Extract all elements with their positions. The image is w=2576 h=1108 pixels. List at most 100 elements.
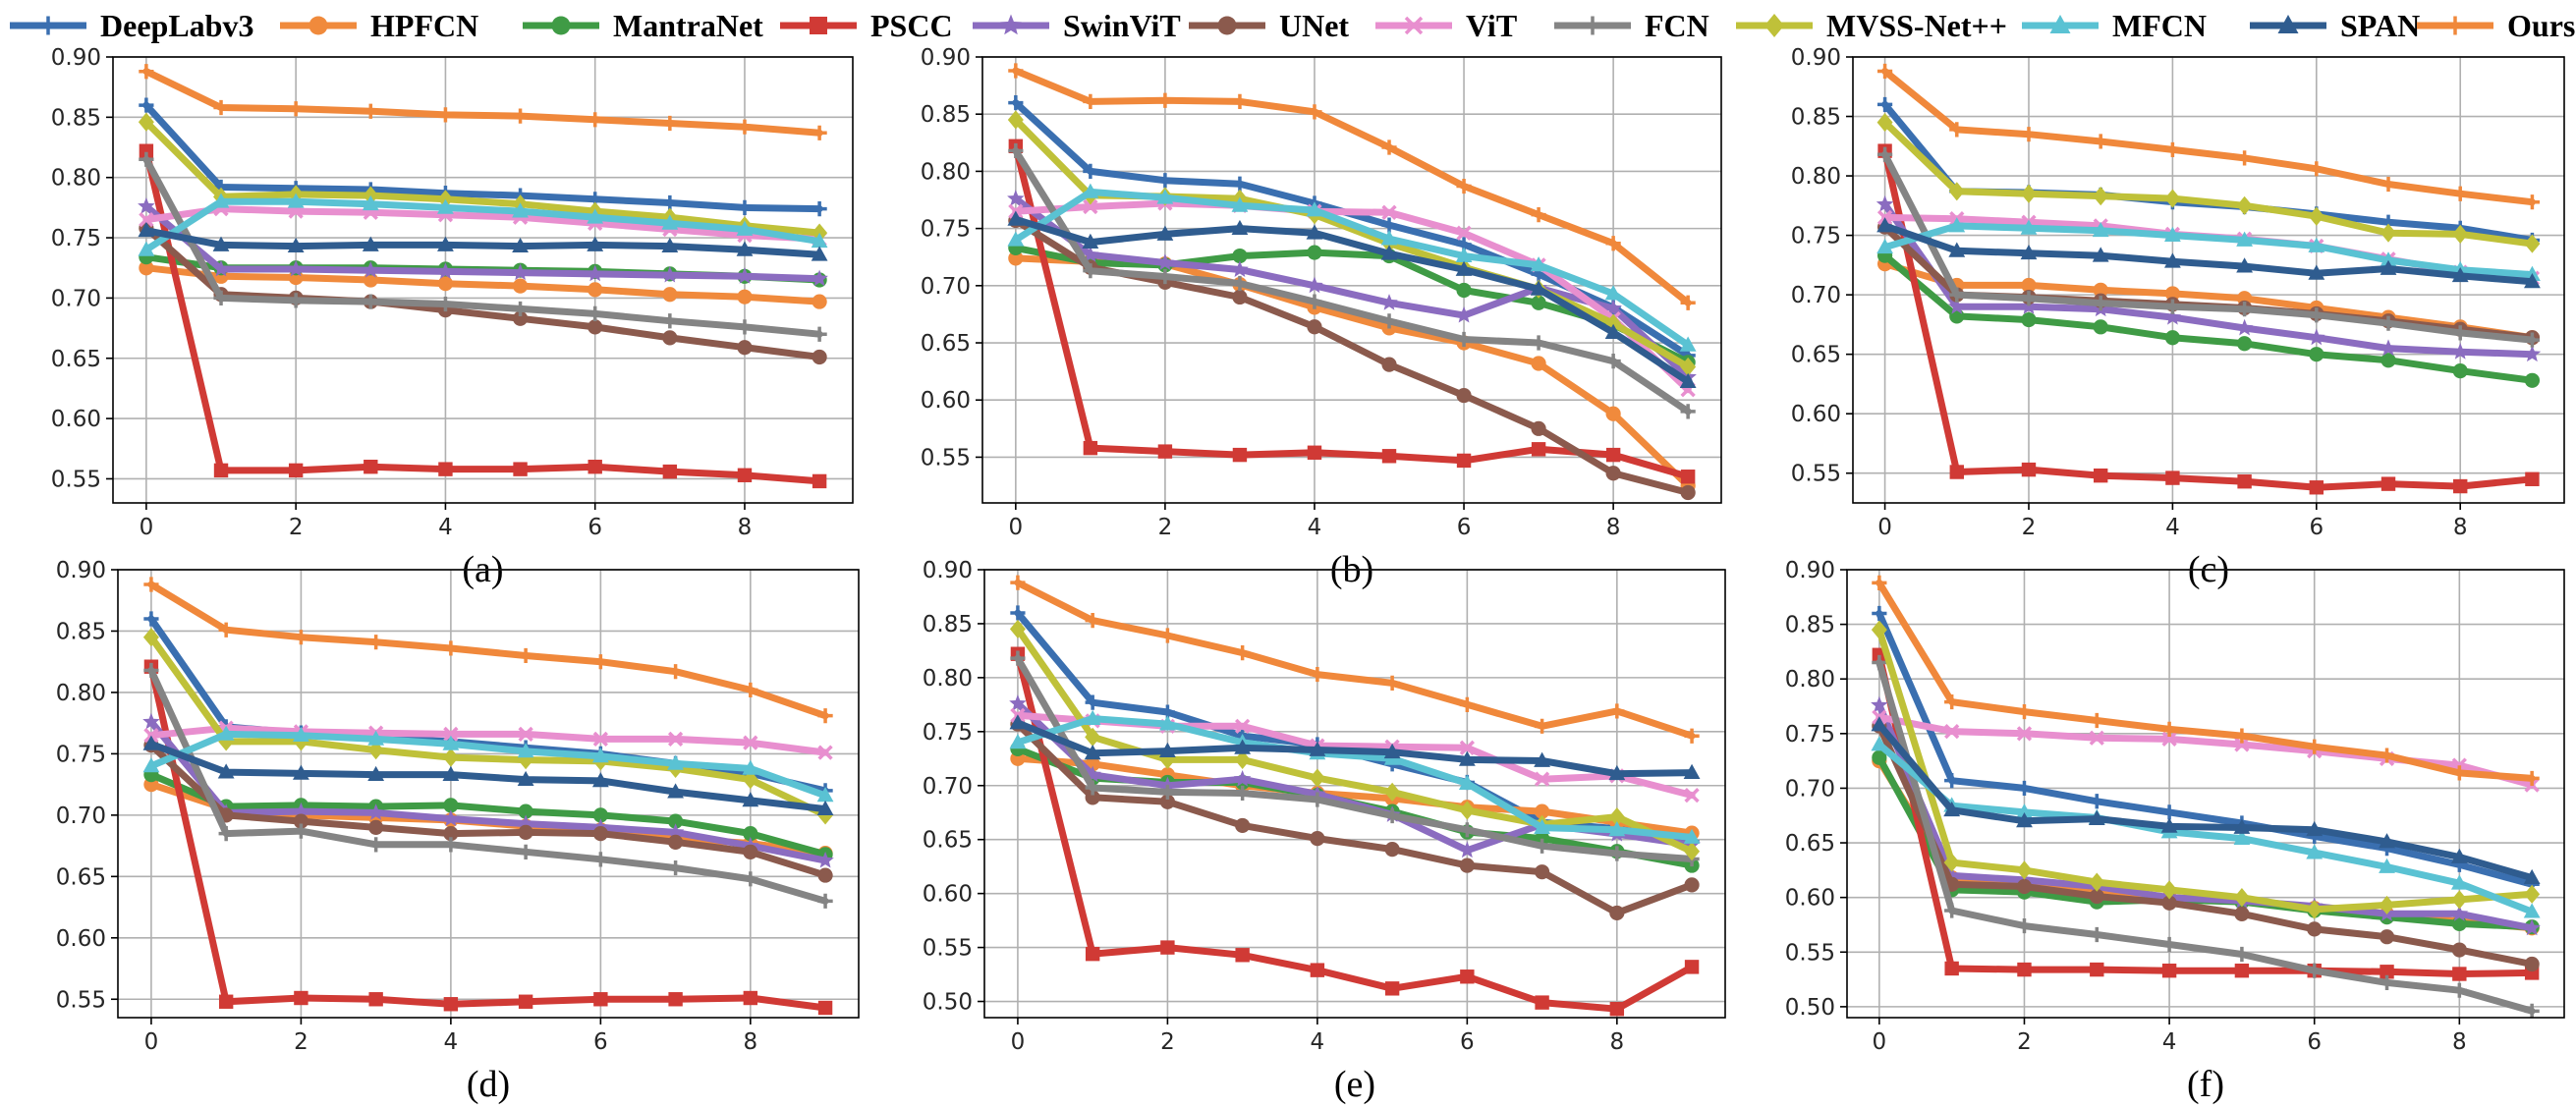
data-point [518, 726, 533, 743]
data-point [2452, 325, 2468, 341]
legend-marker-star [1000, 14, 1022, 35]
y-tick-label: 0.60 [923, 882, 973, 908]
y-tick-label: 0.90 [923, 558, 973, 583]
data-point [2234, 728, 2250, 744]
series-line [1881, 147, 2536, 491]
data-point [2234, 737, 2250, 752]
data-point [2016, 780, 2033, 797]
data-point [1684, 877, 1700, 893]
x-tick-label: 4 [2165, 515, 2180, 540]
plot-area [138, 64, 828, 489]
data-point [2450, 848, 2468, 863]
data-point [1531, 207, 1546, 223]
data-point [667, 731, 684, 748]
data-point [1235, 718, 1251, 734]
data-point [1605, 466, 1621, 481]
data-point [2021, 291, 2037, 306]
data-point [1608, 821, 1626, 837]
data-point [1531, 295, 1546, 310]
series-pscc [1877, 143, 2540, 495]
legend-label: Ours [2507, 8, 2575, 43]
legend-entry-span: SPAN [2250, 8, 2420, 43]
data-point [666, 823, 685, 840]
data-point [588, 459, 602, 474]
data-point [2093, 296, 2108, 311]
series-deeplabv3 [1872, 605, 2540, 892]
data-point [737, 199, 753, 215]
legend-entry-pscc: PSCC [780, 8, 953, 43]
data-point [2380, 223, 2397, 243]
data-point [293, 726, 309, 743]
data-point [1380, 245, 1398, 260]
data-point [2089, 794, 2104, 809]
data-point [1085, 727, 1101, 747]
data-point [592, 807, 608, 823]
series-line [147, 718, 829, 864]
data-point [1608, 807, 1625, 827]
axes-frame [112, 56, 854, 504]
data-point [443, 997, 459, 1012]
data-point [812, 201, 827, 217]
data-point [2523, 868, 2541, 885]
series-line [147, 742, 829, 879]
panel-label: (f) [2187, 1064, 2224, 1105]
data-point [1083, 198, 1098, 215]
data-point [1008, 94, 1024, 111]
legend-label: UNet [1279, 8, 1349, 43]
data-point [817, 745, 833, 760]
y-tick-label: 0.55 [923, 936, 973, 962]
data-point [212, 236, 230, 251]
data-point [288, 101, 304, 117]
series-line [1012, 215, 1692, 386]
data-point [288, 463, 304, 478]
data-point [2164, 286, 2180, 302]
data-point [742, 792, 759, 807]
data-point [1948, 217, 1966, 233]
y-tick-label: 0.80 [1791, 164, 1841, 190]
data-point [518, 994, 533, 1009]
x-tick-label: 4 [2162, 1029, 2177, 1055]
data-point [2021, 462, 2037, 477]
data-point [1680, 357, 1697, 377]
data-point [442, 748, 459, 767]
series-mfcn [1007, 183, 1697, 352]
data-point [139, 143, 154, 158]
y-tick-label: 0.90 [1791, 45, 1841, 71]
data-point [812, 349, 827, 365]
data-point [1531, 442, 1546, 457]
data-point [2165, 471, 2180, 485]
data-point [812, 294, 827, 309]
series-ours [1872, 575, 2540, 787]
data-point [2307, 921, 2323, 937]
series-line [147, 634, 829, 819]
series-unet [1872, 718, 2540, 972]
data-point [218, 622, 234, 637]
x-tick-label: 6 [1457, 515, 1472, 540]
data-point [437, 236, 454, 251]
data-point [142, 628, 159, 647]
data-point [1609, 1002, 1625, 1017]
data-point [2307, 739, 2323, 754]
data-point [363, 103, 378, 119]
x-tick-label: 4 [444, 1029, 459, 1055]
series-line [147, 663, 829, 1012]
data-point [2161, 895, 2177, 911]
legend-label: HPFCN [370, 8, 478, 43]
data-point [1232, 447, 1248, 463]
y-tick-label: 0.55 [1791, 462, 1841, 487]
panel-e: 0.50 0.55 0.60 0.65 0.70 0.75 0.80 0.85 0.90 0 2 4 6… [923, 558, 1726, 1105]
series-swinvit [138, 197, 828, 287]
data-point [743, 990, 758, 1006]
data-point [1456, 178, 1472, 194]
series-line [1012, 199, 1692, 394]
data-point [1458, 774, 1476, 790]
series-pscc [1010, 646, 1700, 1017]
data-point [2163, 307, 2182, 325]
data-point [2380, 965, 2394, 979]
data-point [737, 340, 753, 356]
data-point [2093, 282, 2108, 298]
y-tick-label: 0.65 [1791, 343, 1841, 368]
x-tick-label: 6 [588, 515, 602, 540]
data-point [1232, 248, 1248, 264]
x-tick-label: 2 [289, 515, 304, 540]
